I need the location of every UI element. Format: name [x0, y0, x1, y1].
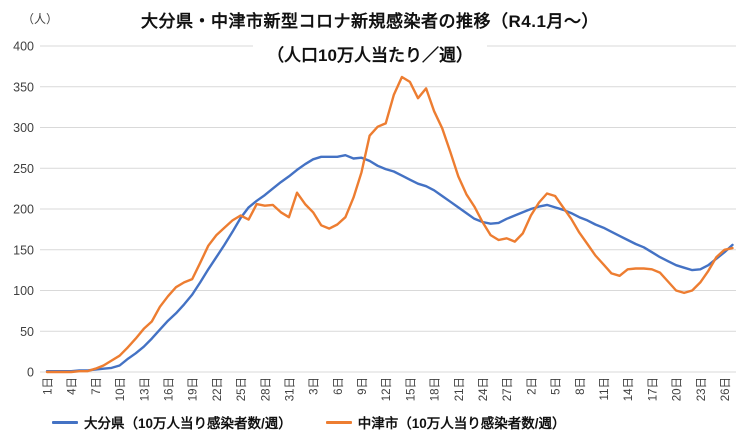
legend-label-oita: 大分県（10万人当り感染者数/週） — [84, 416, 292, 431]
y-tick-label: 350 — [13, 80, 34, 94]
series-line-0 — [45, 153, 734, 373]
x-tick-label: 14日 — [623, 377, 635, 401]
legend-line-marker-oita — [52, 420, 78, 424]
x-tick-label: 1日 — [43, 377, 55, 395]
x-tick-label: 18日 — [430, 377, 442, 401]
y-tick-label: 0 — [27, 366, 34, 380]
legend-line-marker-nakatsu — [325, 420, 352, 424]
legend-label-nakatsu: 中津市（10万人当り感染者数/週） — [357, 416, 566, 431]
x-tick-label: 3日 — [309, 377, 321, 395]
x-tick-label: 17日 — [647, 377, 659, 401]
x-tick-label: 12日 — [381, 377, 393, 401]
chart-subtitle-text: （人口10万人当たり／週） — [253, 41, 487, 66]
x-tick-label: 25日 — [236, 377, 248, 401]
x-tick-label: 19日 — [188, 377, 200, 401]
x-tick-label: 21日 — [454, 377, 466, 401]
legend-item-nakatsu: 中津市（10万人当り感染者数/週） — [325, 412, 566, 432]
x-tick-label: 9日 — [357, 377, 369, 395]
x-tick-label: 8日 — [575, 377, 587, 395]
x-tick-label: 15日 — [405, 377, 417, 401]
x-tick-label: 6日 — [333, 377, 345, 395]
x-tick-label: 4日 — [67, 377, 79, 395]
x-tick-label: 16日 — [163, 377, 175, 401]
x-tick-label: 10日 — [115, 377, 127, 401]
series-line-1 — [45, 75, 734, 374]
x-tick-label: 22日 — [212, 377, 224, 401]
x-tick-label: 7日 — [91, 377, 103, 395]
y-tick-label: 200 — [13, 203, 34, 217]
x-tick-label: 5日 — [551, 377, 563, 395]
x-tick-label: 23日 — [696, 377, 708, 401]
legend-item-oita: 大分県（10万人当り感染者数/週） — [52, 412, 292, 432]
y-tick-label: 250 — [13, 162, 34, 176]
y-tick-label: 150 — [13, 243, 34, 257]
x-tick-label: 26日 — [720, 377, 732, 401]
y-tick-label: 50 — [20, 325, 34, 339]
x-tick-label: 2日 — [526, 377, 538, 395]
chart-title: 大分県・中津市新型コロナ新規感染者の推移（R4.1月～） — [141, 12, 599, 31]
x-tick-label: 31日 — [284, 377, 296, 401]
x-tick-label: 11日 — [599, 377, 611, 400]
chart-legend: 大分県（10万人当り感染者数/週） 中津市（10万人当り感染者数/週） — [52, 412, 566, 432]
y-axis-unit-label: （人） — [22, 12, 59, 26]
x-tick-label: 27日 — [502, 377, 514, 401]
chart-subtitle: （人口10万人当たり／週） — [0, 41, 740, 66]
y-tick-label: 300 — [13, 121, 34, 135]
y-tick-label: 400 — [13, 40, 34, 54]
x-tick-label: 13日 — [139, 377, 151, 401]
y-tick-label: 100 — [13, 284, 34, 298]
x-tick-label: 28日 — [260, 377, 272, 401]
x-tick-label: 20日 — [672, 377, 684, 401]
x-tick-label: 24日 — [478, 377, 490, 401]
